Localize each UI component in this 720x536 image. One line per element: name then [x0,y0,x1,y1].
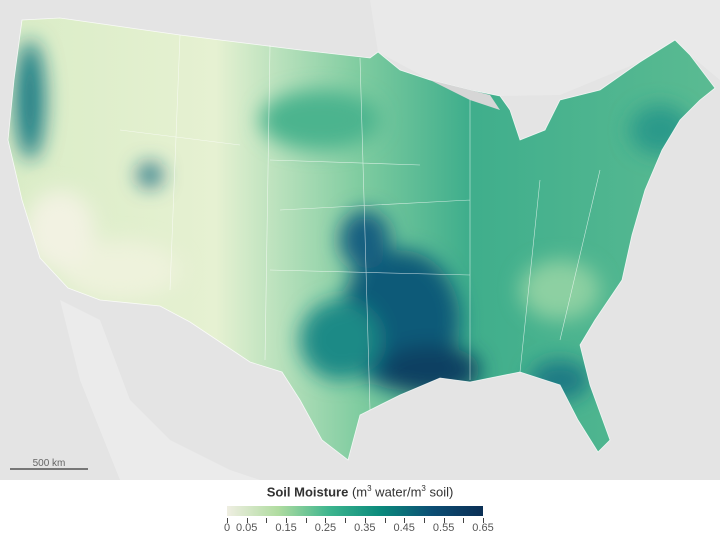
legend-tick-label: 0.55 [432,522,455,534]
legend-tick-label: 0.15 [275,522,297,534]
legend-color-bar [227,506,483,516]
legend-tick-label: 0 [223,522,231,534]
legend-tick-label: 0.45 [393,522,415,534]
legend-tick [325,518,327,523]
legend-tick [364,518,366,523]
legend-title: Soil Moisture (m3 water/m3 soil) [266,484,454,500]
state-borders [119,34,601,411]
scale-bar [10,468,88,470]
legend-tick-label: 0.25 [314,522,337,534]
legend-tick [443,518,445,523]
legend-tick-label: 0.05 [235,522,258,534]
legend-tick [305,518,307,523]
legend-tick [384,518,386,523]
legend-tick [286,518,288,523]
legend-tick [345,518,347,523]
legend-tick [423,518,425,523]
legend-tick [483,518,484,523]
legend-tick [404,518,406,523]
legend-tick [463,518,465,523]
legend-tick [246,518,248,523]
legend-tick-label: 0.35 [354,522,376,534]
legend-tick [266,518,268,523]
soil-moisture-map [0,0,720,480]
scale-label: 500 km [32,458,66,469]
contiguous-us [8,18,715,460]
great-lakes [430,80,500,110]
legend-tick-label: 0.65 [472,522,494,534]
legend-tick [227,518,228,523]
